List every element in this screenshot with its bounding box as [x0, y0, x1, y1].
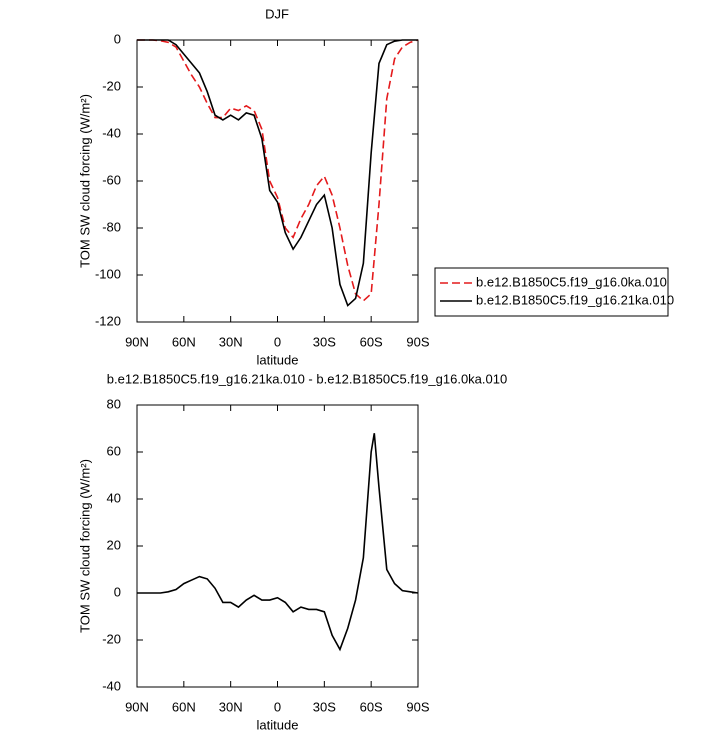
x-tick-label: 90S	[406, 699, 429, 714]
x-tick-label: 30N	[219, 699, 243, 714]
y-tick-label: 60	[107, 443, 121, 458]
y-tick-label: -20	[102, 78, 121, 93]
y-tick-label: -60	[102, 172, 121, 187]
y-tick-label: 0	[114, 584, 121, 599]
data-line	[137, 39, 418, 307]
y-tick-label: 0	[114, 31, 121, 46]
y-tick-label: -120	[95, 313, 121, 328]
x-tick-label: 60N	[172, 699, 196, 714]
chart-title: DJF	[265, 6, 289, 21]
x-axis-label: latitude	[257, 352, 299, 367]
x-tick-label: 60S	[360, 699, 383, 714]
legend-label: b.e12.B1850C5.f19_g16.0ka.010	[476, 274, 667, 289]
x-tick-label: 60S	[360, 334, 383, 349]
x-tick-label: 0	[274, 699, 281, 714]
x-tick-label: 90N	[125, 699, 149, 714]
y-tick-label: -100	[95, 266, 121, 281]
x-tick-label: 30N	[219, 334, 243, 349]
y-tick-label: 40	[107, 490, 121, 505]
y-tick-label: -80	[102, 219, 121, 234]
plot-frame	[136, 39, 419, 323]
y-tick-label: -20	[102, 631, 121, 646]
y-axis-label: TOM SW cloud forcing (W/m²)	[77, 94, 92, 268]
legend-box	[434, 267, 669, 317]
data-line	[137, 433, 419, 652]
x-axis-label: latitude	[257, 717, 299, 732]
x-tick-label: 90N	[125, 334, 149, 349]
data-line	[137, 39, 419, 302]
y-tick-label: -40	[102, 125, 121, 140]
chart-title: b.e12.B1850C5.f19_g16.21ka.010 - b.e12.B…	[107, 371, 507, 386]
y-axis-label: TOM SW cloud forcing (W/m²)	[77, 459, 92, 633]
y-tick-label: 80	[107, 396, 121, 411]
x-tick-label: 0	[274, 334, 281, 349]
y-tick-label: 20	[107, 537, 121, 552]
x-tick-label: 30S	[313, 699, 336, 714]
x-tick-label: 30S	[313, 334, 336, 349]
x-tick-label: 90S	[406, 334, 429, 349]
y-tick-label: -40	[102, 678, 121, 693]
legend-label: b.e12.B1850C5.f19_g16.21ka.010	[476, 292, 674, 307]
x-tick-label: 60N	[172, 334, 196, 349]
